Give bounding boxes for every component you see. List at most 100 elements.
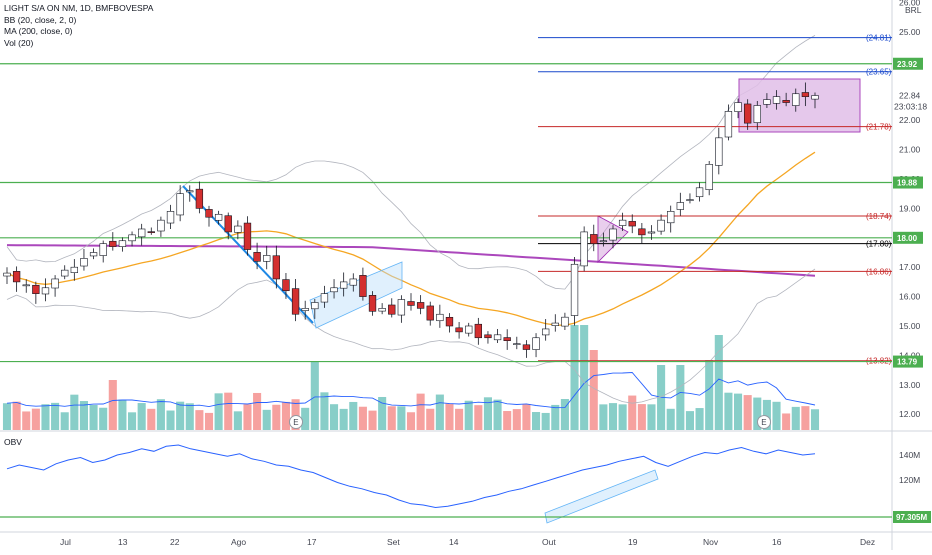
candle-body [157,219,165,232]
volume-bar [483,397,492,430]
volume-bar [647,404,656,430]
volume-bar [233,411,242,430]
candle-body [580,231,588,267]
volume-bar [618,404,627,430]
volume-bar [801,406,810,430]
candle-body [561,316,569,327]
volume-bar [12,401,21,430]
level-label-17.80: (17.80) [866,240,892,249]
obv-level-badge-text: 97.305M [896,513,927,522]
price-axis-tick: 22.00 [899,115,921,125]
legend-ma[interactable]: MA (200, close, 0) [4,26,73,36]
candles-layer [3,82,819,358]
time-axis-tick: Nov [703,537,719,547]
level-label-18.74: (18.74) [866,212,892,221]
candle-body [743,103,752,124]
obv-legend[interactable]: OBV [4,437,22,447]
level-badge-23.92 [893,57,923,70]
volume-bar [387,406,396,430]
legend-bb[interactable]: BB (20, close, 2, 0) [4,14,77,25]
level-badge-text-23.92: 23.92 [897,60,918,69]
candle-body [61,269,69,277]
candle-body [176,193,184,216]
volume-bar [2,403,12,430]
candle-body [474,323,483,339]
time-axis-tick: Set [387,537,400,547]
volume-bar [560,399,569,430]
volume-bar [176,401,185,430]
volume-bar [503,411,512,430]
volume-bar [339,408,348,430]
time-axis-tick: 17 [307,537,317,547]
price-axis-tick: 15.00 [899,321,921,331]
volume-bar [156,399,165,430]
obv-level-badge [893,511,931,523]
price-axis-tick: 14.00 [899,350,921,360]
candle-body [811,95,819,100]
volume-bar [358,406,367,430]
volume-bar [791,406,800,430]
volume-bar [195,410,204,430]
price-pane [0,0,892,430]
obv-axis-tick: 120M [899,475,920,485]
candle-body [638,228,646,236]
time-axis-tick: Out [542,537,556,547]
legend-vol[interactable]: Vol (20) [4,37,34,48]
candle-body [397,299,406,316]
volume-bar [743,395,752,430]
candle-body [436,313,444,322]
time-axis-tick: Ago [231,537,246,547]
volume-bar [349,401,358,430]
ma200-line [6,244,816,277]
candle-body [609,228,617,241]
time-axis-tick: 22 [170,537,180,547]
candle-body [599,240,608,243]
earnings-marker[interactable] [757,415,771,429]
candle-body [12,271,21,283]
candle-body [253,252,261,262]
candle-body [484,334,492,339]
volume-bar [532,412,541,430]
volume-bar [397,406,406,430]
volume-bar [580,325,589,430]
candle-body [109,240,117,247]
volume-bar [426,408,435,430]
candle-body [724,111,733,138]
volume-bar [70,394,79,430]
candle-body [705,164,713,191]
volume-bar [570,325,579,430]
candle-body [695,187,704,198]
volume-bar [666,408,675,430]
volume-bar [41,404,50,430]
candle-body [416,302,425,309]
price-axis-tick: 19.00 [899,203,921,213]
earnings-marker-label: E [293,418,298,427]
volume-bar [79,401,88,430]
candle-body [667,211,675,224]
candle-body [291,288,300,315]
ascending-channel-drawing [309,261,403,329]
volume-bar [512,409,521,430]
obv-layer [0,444,892,524]
volume-bar [281,401,290,430]
earnings-marker[interactable] [289,415,303,429]
volume-bar [810,409,820,430]
candle-body [118,240,127,247]
volume-bar [551,404,560,430]
volume-bar [762,399,771,430]
candle-body [801,92,810,97]
candle-body [734,102,742,112]
volume-bar [772,401,781,430]
volume-bar [204,412,214,430]
level-badge-13.79 [893,355,923,368]
time-axis-tick: 14 [449,537,459,547]
candle-body [186,190,194,193]
candle-body [138,228,146,238]
candle-body [51,278,59,289]
earnings-marker-label: E [761,418,766,427]
level-label-24.81: (24.81) [866,34,892,43]
volume-bar [714,335,723,430]
candle-body [330,287,338,293]
